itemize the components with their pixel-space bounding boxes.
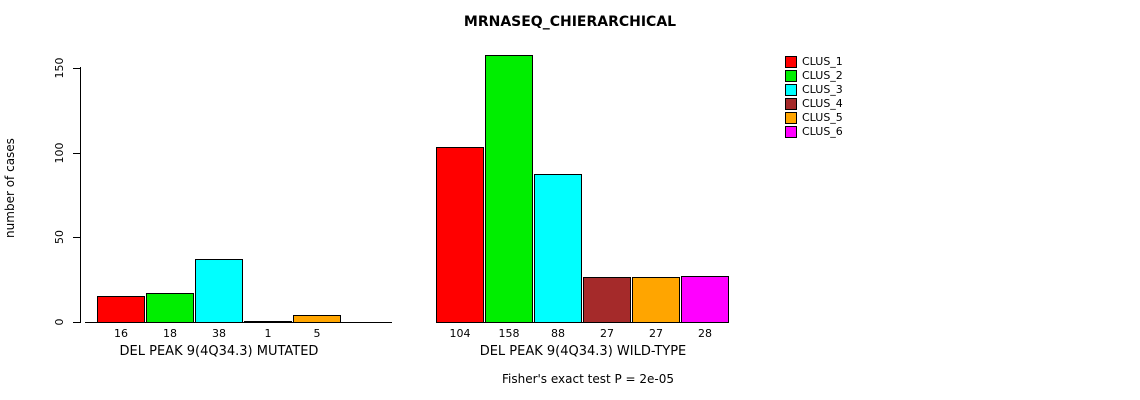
bar-value-label: 88 bbox=[551, 327, 565, 340]
legend-swatch-CLUS_5 bbox=[785, 112, 797, 124]
bar-CLUS_2 bbox=[146, 293, 194, 323]
legend-item: CLUS_4 bbox=[785, 98, 843, 110]
legend-swatch-CLUS_3 bbox=[785, 84, 797, 96]
legend: CLUS_1 CLUS_2 CLUS_3 CLUS_4 CLUS_5 CLUS_6 bbox=[785, 56, 843, 138]
y-axis-tick bbox=[73, 322, 80, 323]
bar-value-label: 38 bbox=[212, 327, 226, 340]
y-axis-tick bbox=[73, 237, 80, 238]
bar-value-label: 1 bbox=[264, 327, 272, 340]
y-axis-tick-label: 50 bbox=[53, 230, 66, 244]
legend-label: CLUS_3 bbox=[802, 83, 843, 96]
legend-label: CLUS_6 bbox=[802, 125, 843, 138]
bar-value-label: 104 bbox=[449, 327, 471, 340]
bar-CLUS_4 bbox=[583, 277, 631, 323]
legend-item: CLUS_2 bbox=[785, 70, 843, 82]
bar-CLUS_1 bbox=[97, 296, 145, 323]
x-axis-line-wildtype bbox=[436, 322, 729, 323]
x-axis-label-wildtype: DEL PEAK 9(4Q34.3) WILD-TYPE bbox=[479, 344, 687, 359]
legend-item: CLUS_1 bbox=[785, 56, 843, 68]
legend-label: CLUS_2 bbox=[802, 69, 843, 82]
legend-label: CLUS_5 bbox=[802, 111, 843, 124]
bar-value-label: 27 bbox=[649, 327, 663, 340]
legend-label: CLUS_4 bbox=[802, 97, 843, 110]
bar-value-label: 16 bbox=[114, 327, 128, 340]
y-axis-tick-label: 100 bbox=[53, 142, 66, 164]
x-axis-label-mutated: DEL PEAK 9(4Q34.3) MUTATED bbox=[119, 344, 319, 359]
legend-swatch-CLUS_4 bbox=[785, 98, 797, 110]
legend-swatch-CLUS_2 bbox=[785, 70, 797, 82]
fisher-test-annotation: Fisher's exact test P = 2e-05 bbox=[501, 372, 675, 386]
bar-CLUS_6 bbox=[681, 276, 729, 323]
y-axis-tick-label: 150 bbox=[53, 57, 66, 79]
bar-CLUS_5 bbox=[632, 277, 680, 323]
bar-value-label: 28 bbox=[698, 327, 712, 340]
bar-value-label: 158 bbox=[498, 327, 520, 340]
legend-item: CLUS_5 bbox=[785, 112, 843, 124]
y-axis-title: number of cases bbox=[3, 138, 17, 238]
bar-CLUS_2 bbox=[485, 55, 533, 323]
y-axis-tick-label: 0 bbox=[53, 318, 66, 326]
bar-value-label: 18 bbox=[163, 327, 177, 340]
bar-CLUS_4 bbox=[244, 321, 292, 323]
chart-title: MRNASEQ_CHIERARCHICAL bbox=[463, 14, 677, 30]
bar-CLUS_3 bbox=[534, 174, 582, 323]
y-axis-tick bbox=[73, 153, 80, 154]
bar-CLUS_3 bbox=[195, 259, 243, 323]
legend-label: CLUS_1 bbox=[802, 55, 843, 68]
legend-swatch-CLUS_6 bbox=[785, 126, 797, 138]
bar-CLUS_1 bbox=[436, 147, 484, 323]
legend-swatch-CLUS_1 bbox=[785, 56, 797, 68]
bar-CLUS_5 bbox=[293, 315, 341, 323]
legend-item: CLUS_3 bbox=[785, 84, 843, 96]
bar-value-label: 5 bbox=[313, 327, 321, 340]
y-axis-tick bbox=[73, 68, 80, 69]
bar-value-label: 27 bbox=[600, 327, 614, 340]
y-axis-line bbox=[80, 67, 81, 323]
legend-item: CLUS_6 bbox=[785, 126, 843, 138]
